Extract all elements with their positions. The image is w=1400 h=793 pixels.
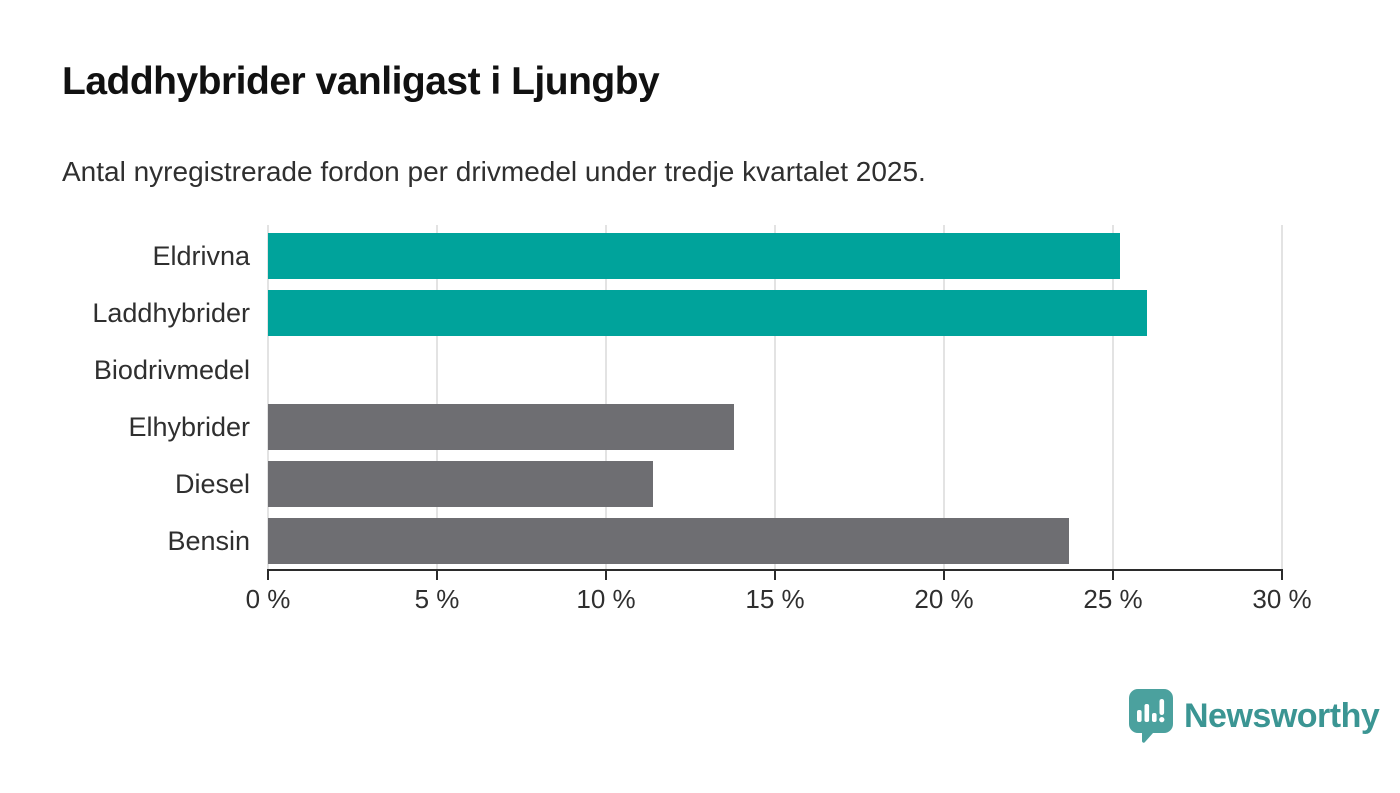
x-axis-tick-label: 25 %: [1083, 584, 1143, 614]
bar-eldrivna: [268, 233, 1120, 279]
gridline: [943, 225, 945, 570]
category-labels: Eldrivna Laddhybrider Biodrivmedel Elhybrid…: [0, 225, 250, 570]
category-label: Bensin: [167, 526, 250, 556]
gridline: [605, 225, 607, 570]
gridline: [1112, 225, 1114, 570]
x-axis-tick-label: 30 %: [1252, 584, 1312, 614]
x-axis-tick-label: 20 %: [914, 584, 974, 614]
x-axis-tick: [267, 571, 269, 580]
x-axis-tick-label: 5 %: [414, 584, 460, 614]
x-axis-tick-label: 10 %: [576, 584, 636, 614]
x-axis-tick-label: 15 %: [745, 584, 805, 614]
plot-area: [267, 225, 1283, 570]
brand-footer: Newsworthy: [1128, 688, 1380, 744]
x-axis-tick: [1281, 571, 1283, 580]
newsworthy-logo-text: Newsworthy: [1184, 696, 1380, 735]
bar-bensin: [268, 518, 1070, 564]
x-axis-tick: [1112, 571, 1114, 580]
bar-laddhybrider: [268, 290, 1147, 336]
category-label: Diesel: [174, 469, 250, 499]
x-axis-tick: [943, 571, 945, 580]
gridline: [436, 225, 438, 570]
category-label: Biodrivmedel: [93, 355, 250, 385]
category-label: Eldrivna: [152, 241, 250, 271]
bar-diesel: [268, 461, 654, 507]
gridline: [774, 225, 776, 570]
gridline: [1281, 225, 1283, 570]
x-axis-tick: [774, 571, 776, 580]
x-axis-tick: [605, 571, 607, 580]
bar-elhybrider: [268, 404, 735, 450]
x-axis-tick: [436, 571, 438, 580]
chart-subtitle: Antal nyregistrerade fordon per drivmede…: [62, 156, 926, 187]
newsworthy-logo-icon: [1129, 689, 1173, 743]
x-axis-tick-label: 0 %: [245, 584, 291, 614]
category-label: Elhybrider: [128, 412, 250, 442]
gridline: [267, 225, 269, 570]
chart-title: Laddhybrider vanligast i Ljungby: [62, 60, 660, 103]
x-axis-line: [267, 569, 1283, 571]
category-label: Laddhybrider: [92, 298, 250, 328]
